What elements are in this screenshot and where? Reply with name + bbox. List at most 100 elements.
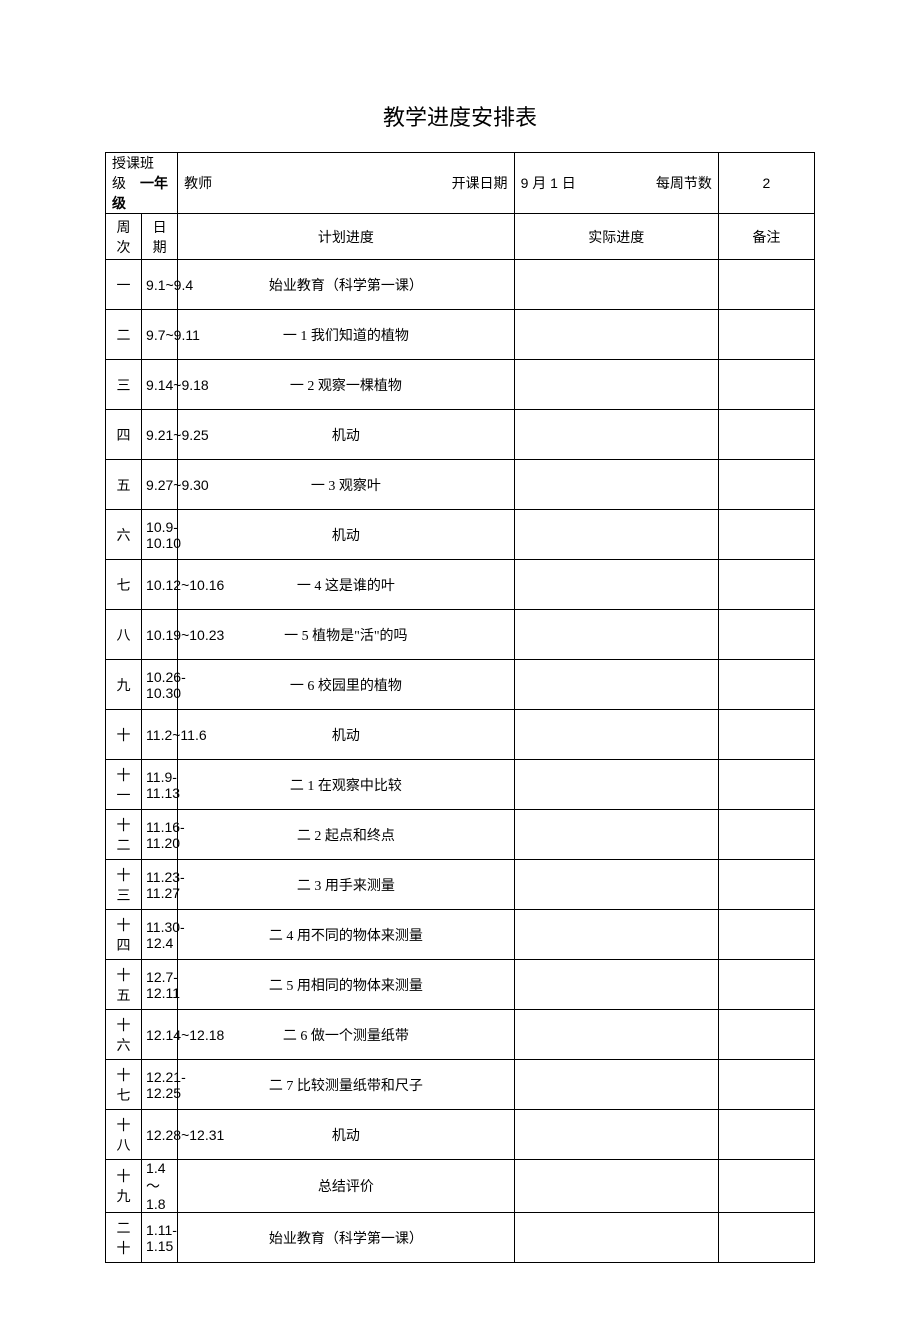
note-cell [718,610,814,660]
table-row: 十三11.23-11.27二 3 用手来测量 [106,860,815,910]
actual-cell [514,960,718,1010]
table-row: 十11.2~11.6机动 [106,710,815,760]
actual-cell [514,310,718,360]
week-cell: 三 [106,360,142,410]
table-row: 十七12.21-12.25二 7 比较测量纸带和尺子 [106,1060,815,1110]
sessions-value-cell: 2 [718,153,814,214]
schedule-table: 授课班级 一年级 教师 开课日期 9 月 1 日 每周节数 2 周次 日期 计划… [105,152,815,1263]
plan-cell: 始业教育（科学第一课） [178,260,514,310]
table-row: 三9.14~9.18一 2 观察一棵植物 [106,360,815,410]
week-cell: 十一 [106,760,142,810]
start-date-label: 开课日期 [452,173,508,193]
note-cell [718,260,814,310]
col-header-actual: 实际进度 [514,214,718,260]
col-header-plan: 计划进度 [178,214,514,260]
note-cell [718,510,814,560]
actual-cell [514,510,718,560]
date-cell: 9.7~9.11 [142,310,178,360]
date-cell: 11.23-11.27 [142,860,178,910]
note-cell [718,910,814,960]
table-row: 十二11.16-11.20二 2 起点和终点 [106,810,815,860]
actual-cell [514,1213,718,1263]
table-row: 六10.9-10.10机动 [106,510,815,560]
table-row: 十九1.4～1.8总结评价 [106,1160,815,1213]
week-cell: 四 [106,410,142,460]
week-cell: 十六 [106,1010,142,1060]
date-sessions-cell: 9 月 1 日 每周节数 [514,153,718,214]
col-header-week: 周次 [106,214,142,260]
actual-cell [514,710,718,760]
page-title: 教学进度安排表 [105,100,815,132]
plan-cell: 机动 [178,710,514,760]
date-cell: 12.14~12.18 [142,1010,178,1060]
week-cell: 六 [106,510,142,560]
week-cell: 二 [106,310,142,360]
note-cell [718,1060,814,1110]
table-row: 七10.12~10.16一 4 这是谁的叶 [106,560,815,610]
week-cell: 十三 [106,860,142,910]
plan-cell: 二 3 用手来测量 [178,860,514,910]
week-cell: 十七 [106,1060,142,1110]
note-cell [718,1010,814,1060]
table-row: 二9.7~9.11一 1 我们知道的植物 [106,310,815,360]
plan-cell: 一 2 观察一棵植物 [178,360,514,410]
table-row: 一9.1~9.4始业教育（科学第一课） [106,260,815,310]
plan-cell: 机动 [178,410,514,460]
date-cell: 10.9-10.10 [142,510,178,560]
plan-cell: 二 5 用相同的物体来测量 [178,960,514,1010]
note-cell [718,1213,814,1263]
date-cell: 1.4～1.8 [142,1160,178,1213]
date-cell: 10.19~10.23 [142,610,178,660]
actual-cell [514,760,718,810]
actual-cell [514,860,718,910]
table-row: 五9.27~9.30一 3 观察叶 [106,460,815,510]
plan-cell: 一 4 这是谁的叶 [178,560,514,610]
date-cell: 9.27~9.30 [142,460,178,510]
plan-cell: 二 6 做一个测量纸带 [178,1010,514,1060]
actual-cell [514,1060,718,1110]
week-cell: 五 [106,460,142,510]
actual-cell [514,360,718,410]
date-cell: 9.21~9.25 [142,410,178,460]
col-header-date: 日期 [142,214,178,260]
table-row: 九10.26-10.30一 6 校园里的植物 [106,660,815,710]
teacher-label: 教师 [184,173,212,193]
table-row: 十八12.28~12.31机动 [106,1110,815,1160]
note-cell [718,1160,814,1213]
week-cell: 十二 [106,810,142,860]
table-row: 二十1.11-1.15始业教育（科学第一课） [106,1213,815,1263]
note-cell [718,960,814,1010]
sessions-label: 每周节数 [656,173,712,193]
week-cell: 八 [106,610,142,660]
week-cell: 十四 [106,910,142,960]
week-cell: 十八 [106,1110,142,1160]
plan-cell: 一 5 植物是"活"的吗 [178,610,514,660]
week-cell: 七 [106,560,142,610]
class-cell: 授课班级 一年级 [106,153,178,214]
plan-cell: 二 1 在观察中比较 [178,760,514,810]
actual-cell [514,660,718,710]
date-cell: 10.26-10.30 [142,660,178,710]
actual-cell [514,1160,718,1213]
note-cell [718,710,814,760]
start-date-value: 9 月 1 日 [521,173,576,193]
plan-cell: 机动 [178,510,514,560]
plan-cell: 二 7 比较测量纸带和尺子 [178,1060,514,1110]
week-cell: 十 [106,710,142,760]
week-cell: 十五 [106,960,142,1010]
table-row: 十六12.14~12.18二 6 做一个测量纸带 [106,1010,815,1060]
table-header-row-2: 周次 日期 计划进度 实际进度 备注 [106,214,815,260]
note-cell [718,760,814,810]
week-cell: 二十 [106,1213,142,1263]
table-row: 四9.21~9.25机动 [106,410,815,460]
note-cell [718,560,814,610]
col-header-note: 备注 [718,214,814,260]
date-cell: 9.1~9.4 [142,260,178,310]
note-cell [718,410,814,460]
table-row: 十五12.7-12.11二 5 用相同的物体来测量 [106,960,815,1010]
actual-cell [514,1010,718,1060]
date-cell: 11.16-11.20 [142,810,178,860]
note-cell [718,660,814,710]
date-cell: 9.14~9.18 [142,360,178,410]
actual-cell [514,560,718,610]
